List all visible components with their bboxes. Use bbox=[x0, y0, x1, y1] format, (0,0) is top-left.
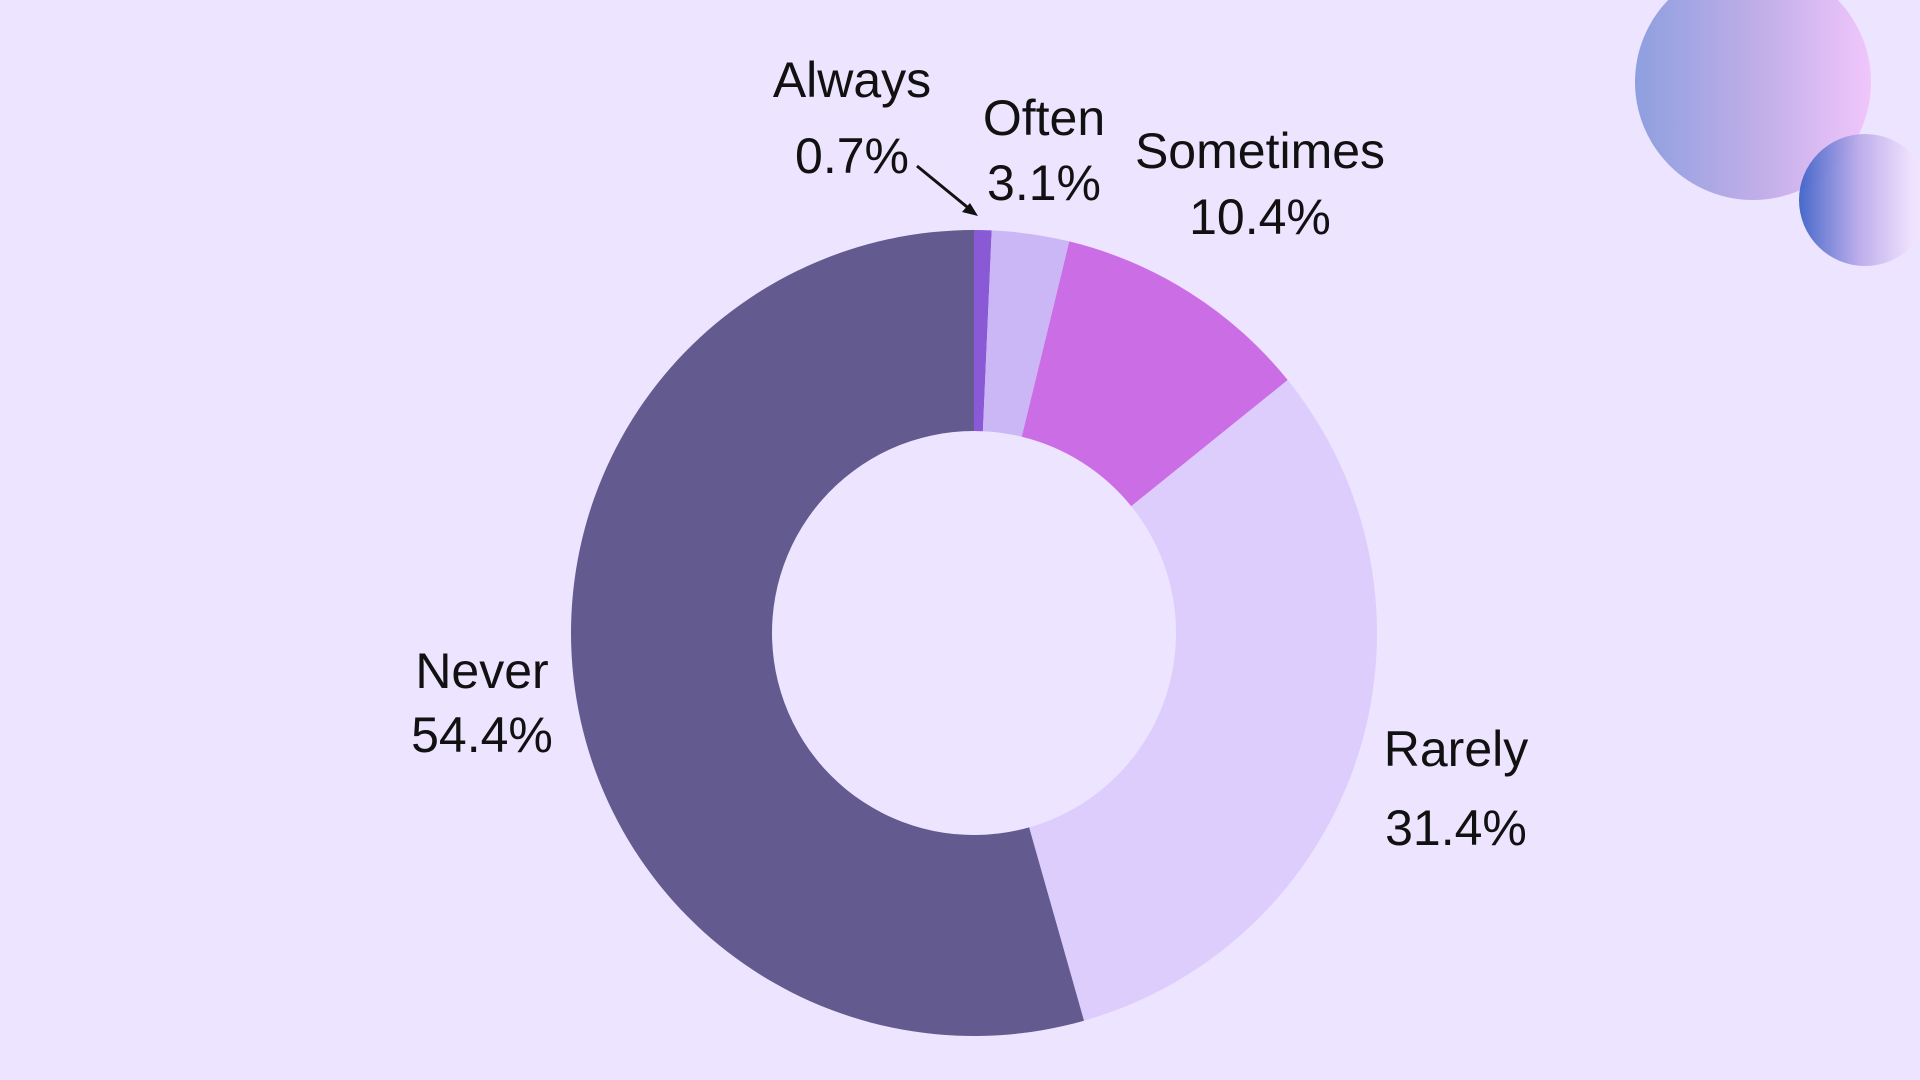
slice-rarely bbox=[1029, 380, 1377, 1021]
slice-value-sometimes: 10.4% bbox=[1189, 189, 1331, 245]
slice-labels: Always 0.7% Often 3.1% Sometimes 10.4% R… bbox=[411, 52, 1528, 856]
slice-label-rarely: Rarely bbox=[1384, 721, 1528, 777]
slice-value-rarely: 31.4% bbox=[1385, 800, 1527, 856]
slice-sometimes bbox=[1021, 241, 1288, 507]
callouts bbox=[916, 164, 978, 216]
decorative-circle-small bbox=[1799, 134, 1920, 266]
slice-value-always: 0.7% bbox=[795, 128, 909, 184]
always-callout-arrowhead bbox=[962, 203, 978, 216]
always-callout-line bbox=[916, 164, 973, 213]
slice-label-always: Always bbox=[773, 52, 931, 108]
slice-label-sometimes: Sometimes bbox=[1135, 123, 1385, 179]
slice-label-often: Often bbox=[983, 90, 1105, 146]
slice-often bbox=[982, 230, 1070, 437]
slice-never bbox=[571, 230, 1084, 1036]
slice-value-often: 3.1% bbox=[987, 155, 1101, 211]
slice-value-never: 54.4% bbox=[411, 707, 553, 763]
slice-label-never: Never bbox=[415, 643, 548, 699]
slice-always bbox=[974, 230, 992, 432]
donut-slices bbox=[571, 230, 1377, 1036]
